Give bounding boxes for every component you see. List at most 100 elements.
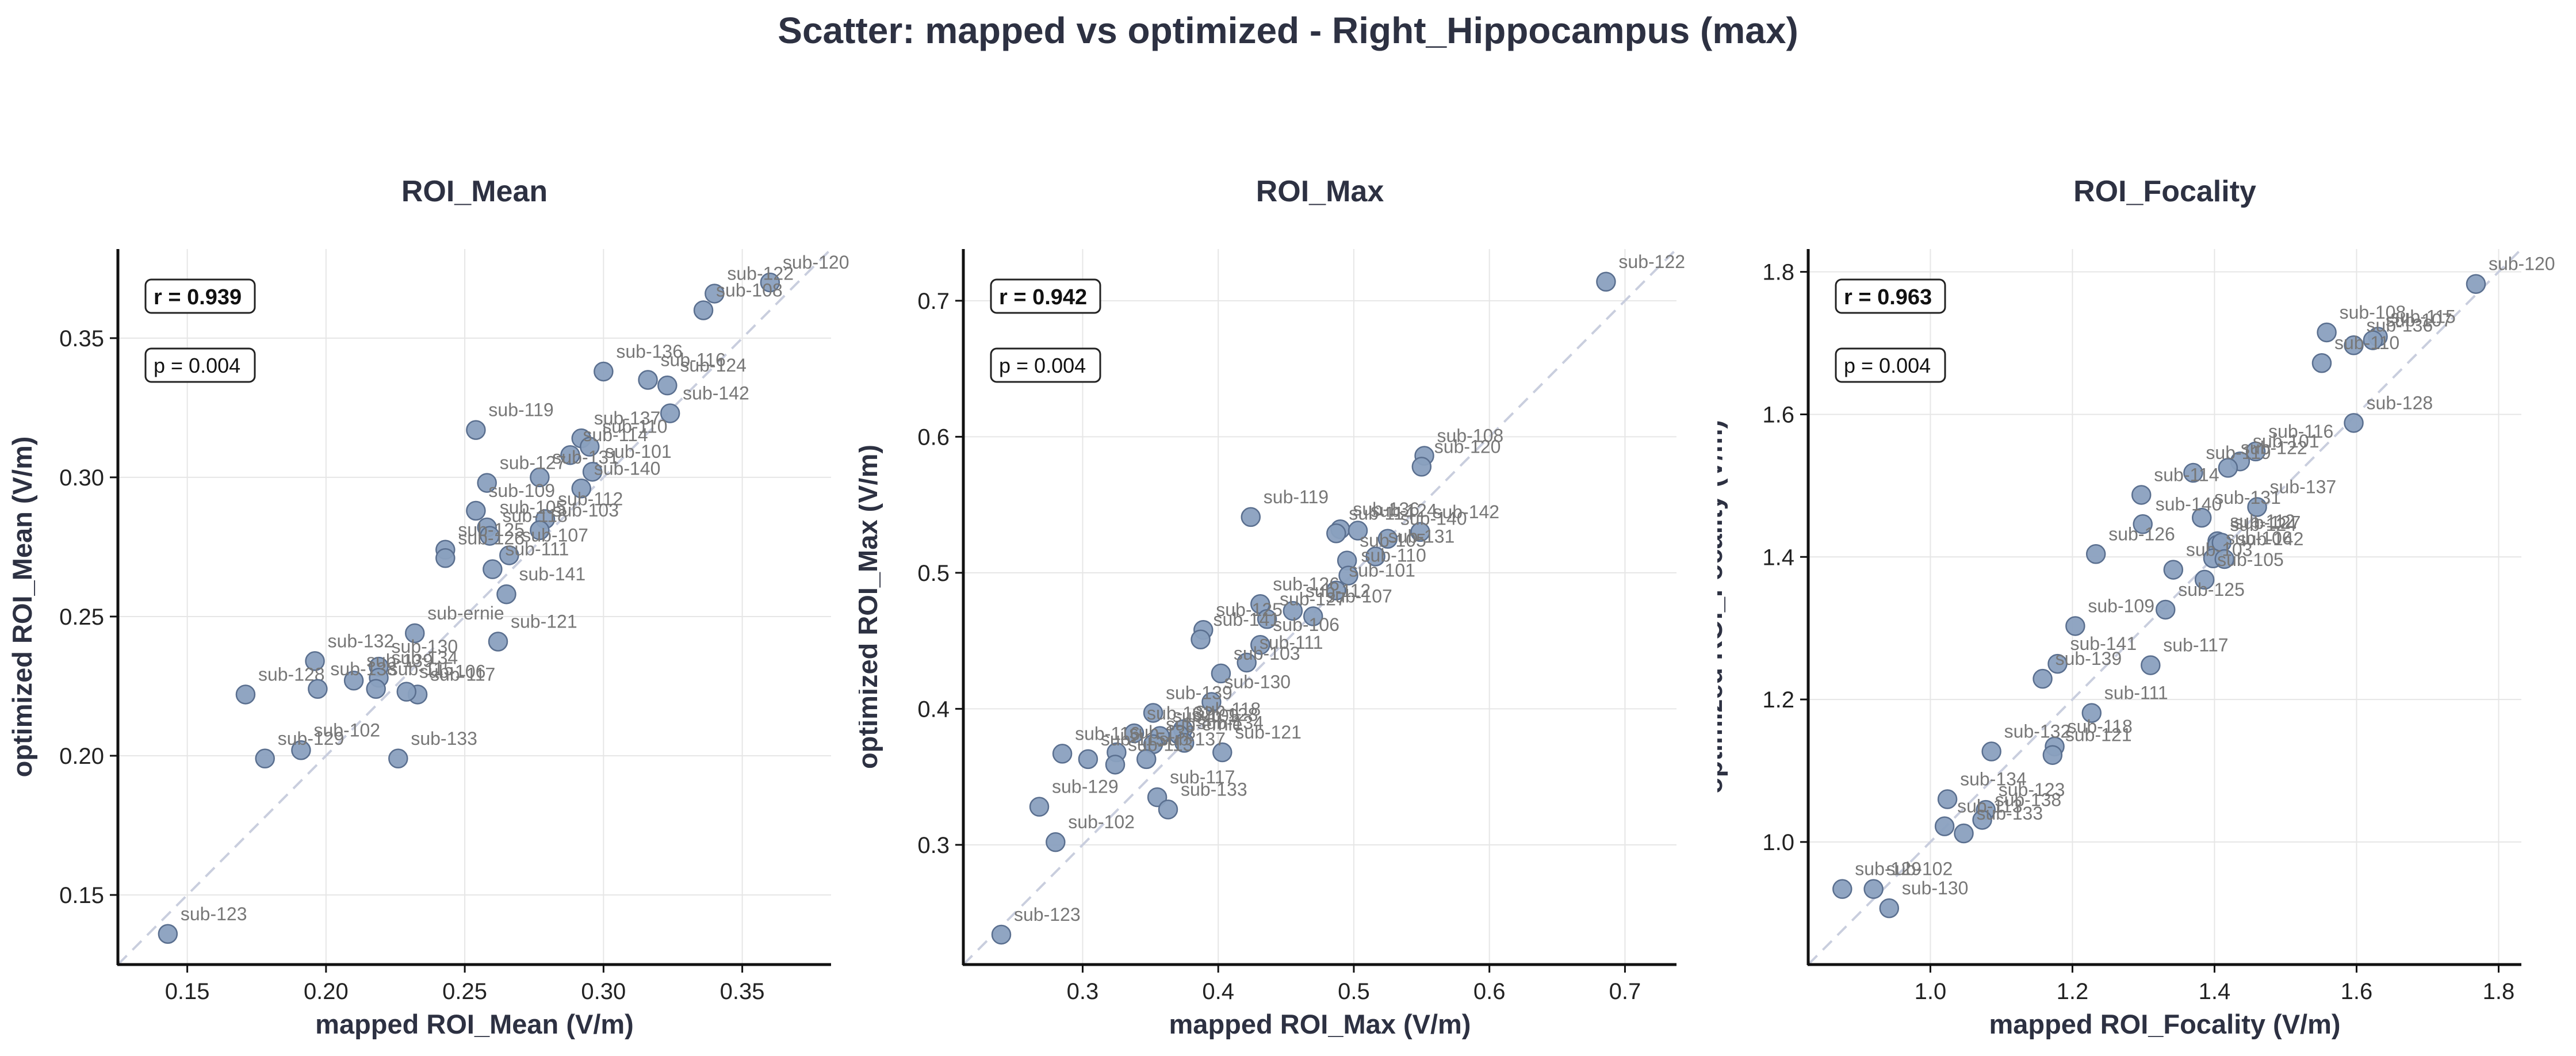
data-point[interactable]	[2311, 353, 2332, 373]
data-point[interactable]	[466, 420, 486, 440]
data-point[interactable]	[2163, 560, 2184, 580]
data-point[interactable]	[2191, 507, 2212, 528]
point-label: sub-103	[1234, 643, 1300, 664]
data-point[interactable]	[2247, 497, 2267, 517]
data-point[interactable]	[1211, 663, 1231, 684]
data-point[interactable]	[343, 671, 364, 691]
data-point[interactable]	[1410, 522, 1430, 542]
data-point[interactable]	[594, 361, 614, 382]
data-point[interactable]	[1143, 703, 1163, 723]
data-point[interactable]	[2218, 458, 2238, 478]
data-point[interactable]	[1934, 816, 1955, 836]
data-point[interactable]	[2344, 413, 2364, 433]
data-point[interactable]	[308, 679, 328, 699]
data-point[interactable]	[2155, 599, 2176, 620]
data-point[interactable]	[1257, 609, 1277, 629]
data-point[interactable]	[291, 740, 311, 760]
data-point[interactable]	[638, 370, 658, 390]
data-point[interactable]	[496, 584, 516, 604]
data-point[interactable]	[480, 526, 500, 546]
data-point[interactable]	[1105, 755, 1126, 775]
data-point[interactable]	[705, 284, 725, 304]
data-point[interactable]	[2344, 335, 2364, 355]
data-point[interactable]	[660, 403, 680, 423]
data-point[interactable]	[1136, 749, 1157, 770]
data-point[interactable]	[466, 500, 486, 521]
data-point[interactable]	[1365, 546, 1385, 567]
data-point[interactable]	[477, 473, 497, 493]
data-point[interactable]	[2194, 569, 2215, 590]
data-point[interactable]	[2466, 274, 2486, 294]
data-point[interactable]	[579, 437, 600, 457]
data-point[interactable]	[1237, 652, 1257, 673]
data-point[interactable]	[1191, 629, 1211, 650]
data-point[interactable]	[2081, 703, 2102, 723]
point-label: sub-140	[2156, 493, 2222, 514]
data-point[interactable]	[1046, 832, 1066, 852]
data-point[interactable]	[1326, 580, 1346, 600]
data-point[interactable]	[2183, 462, 2203, 483]
point-label: sub-137	[1159, 729, 1226, 749]
data-point[interactable]	[1303, 606, 1323, 626]
data-point[interactable]	[499, 545, 519, 565]
data-point[interactable]	[991, 924, 1012, 945]
data-point[interactable]	[305, 651, 325, 671]
data-point[interactable]	[760, 272, 780, 293]
data-point[interactable]	[1411, 457, 1432, 477]
data-point[interactable]	[657, 375, 678, 396]
data-point[interactable]	[571, 479, 592, 499]
data-point[interactable]	[396, 682, 417, 702]
data-point[interactable]	[530, 467, 550, 488]
data-point[interactable]	[488, 632, 508, 652]
data-point[interactable]	[1377, 529, 1398, 549]
data-point[interactable]	[1832, 879, 1852, 899]
data-point[interactable]	[1201, 692, 1222, 712]
data-point[interactable]	[1078, 749, 1098, 770]
data-point[interactable]	[1250, 634, 1270, 655]
data-point[interactable]	[2033, 668, 2053, 689]
data-point[interactable]	[1338, 565, 1358, 586]
data-point[interactable]	[693, 300, 714, 320]
data-point[interactable]	[2317, 322, 2337, 343]
data-point[interactable]	[1212, 742, 1233, 763]
data-point[interactable]	[1283, 600, 1303, 621]
y-tick-label: 1.2	[1762, 687, 1794, 713]
data-point[interactable]	[1174, 733, 1195, 753]
data-point[interactable]	[1937, 789, 1958, 809]
data-point[interactable]	[2065, 616, 2085, 636]
data-point[interactable]	[1326, 523, 1346, 544]
data-point[interactable]	[435, 548, 456, 568]
data-point[interactable]	[2214, 549, 2234, 569]
data-point[interactable]	[582, 461, 603, 482]
data-point[interactable]	[2131, 485, 2152, 505]
data-point[interactable]	[1981, 741, 2001, 762]
data-point[interactable]	[1879, 898, 1900, 919]
point-label: sub-120	[783, 252, 849, 273]
data-point[interactable]	[1954, 823, 1974, 844]
data-point[interactable]	[2141, 655, 2161, 675]
data-point[interactable]	[2047, 653, 2068, 674]
data-point[interactable]	[1596, 271, 1616, 292]
data-point[interactable]	[1348, 521, 1368, 541]
data-point[interactable]	[1972, 810, 1992, 830]
data-point[interactable]	[388, 748, 408, 769]
data-point[interactable]	[366, 679, 386, 699]
data-point[interactable]	[1124, 723, 1145, 744]
data-point[interactable]	[1029, 797, 1050, 817]
data-point[interactable]	[405, 623, 425, 644]
data-point[interactable]	[1158, 799, 1178, 820]
data-point[interactable]	[1052, 744, 1073, 764]
data-point[interactable]	[2133, 514, 2153, 534]
data-point[interactable]	[2042, 745, 2063, 765]
data-point[interactable]	[255, 748, 275, 769]
data-point[interactable]	[1863, 879, 1884, 899]
data-point[interactable]	[2363, 330, 2383, 350]
data-point[interactable]	[158, 924, 178, 944]
data-point[interactable]	[235, 684, 256, 705]
data-point[interactable]	[530, 520, 550, 541]
data-point[interactable]	[2245, 441, 2266, 462]
data-point[interactable]	[2085, 544, 2106, 564]
data-point[interactable]	[1241, 507, 1261, 527]
data-point[interactable]	[483, 559, 503, 579]
data-point[interactable]	[560, 445, 580, 465]
